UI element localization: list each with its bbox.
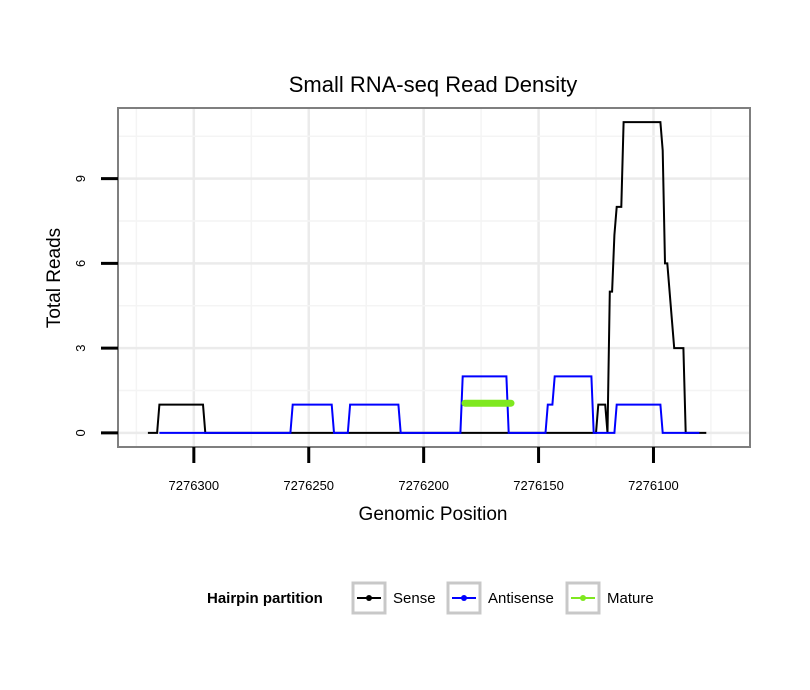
legend-key-dot-sense xyxy=(366,595,372,601)
legend-entry-sense[interactable]: Sense xyxy=(351,581,436,615)
plot-panel xyxy=(117,107,751,448)
x-tick-label: 7276150 xyxy=(513,478,564,493)
y-tick-label: 0 xyxy=(73,429,88,436)
legend: Hairpin partition Sense Antisense Mature xyxy=(207,581,654,615)
chart-title: Small RNA-seq Read Density xyxy=(289,72,578,97)
y-axis-title: Total Reads xyxy=(44,228,65,328)
plot-background xyxy=(118,108,750,447)
legend-label-sense: Sense xyxy=(393,590,436,607)
grid-lines xyxy=(118,108,750,447)
x-tick-label: 7276250 xyxy=(283,478,334,493)
legend-key-dot-mature xyxy=(580,595,586,601)
data-series xyxy=(147,121,707,434)
y-tick-label: 9 xyxy=(73,175,88,182)
x-axis-title: Genomic Position xyxy=(359,504,508,525)
x-tick-label: 7276200 xyxy=(398,478,449,493)
legend-title: Hairpin partition xyxy=(207,590,323,607)
x-tick-label: 7276300 xyxy=(169,478,220,493)
legend-entry-mature[interactable]: Mature xyxy=(565,581,654,615)
y-tick-label: 3 xyxy=(73,345,88,352)
legend-key-dot-antisense xyxy=(461,595,467,601)
legend-label-antisense: Antisense xyxy=(488,590,554,607)
legend-label-mature: Mature xyxy=(607,590,654,607)
y-axis: 0 3 6 9 xyxy=(73,175,118,436)
y-tick-label: 6 xyxy=(73,260,88,267)
x-tick-label: 7276100 xyxy=(628,478,679,493)
series-line-antisense xyxy=(159,375,700,434)
legend-entry-antisense[interactable]: Antisense xyxy=(446,581,554,615)
plot-border xyxy=(117,107,751,448)
x-axis: 7276300 7276250 7276200 7276150 7276100 xyxy=(169,447,679,493)
